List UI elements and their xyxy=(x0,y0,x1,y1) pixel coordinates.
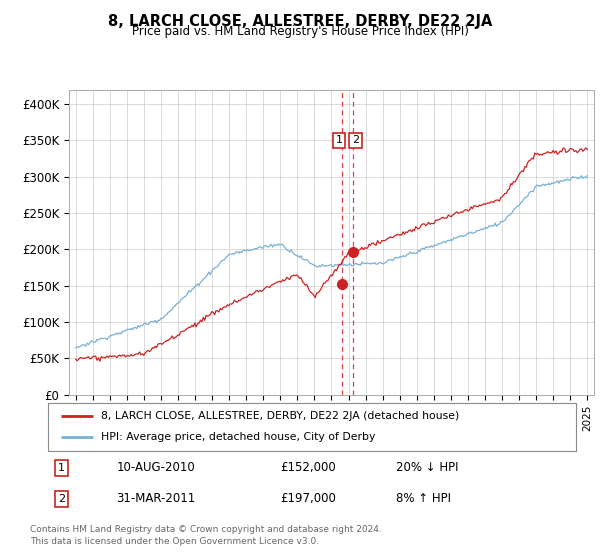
Text: 2: 2 xyxy=(352,136,359,146)
Text: 31-MAR-2011: 31-MAR-2011 xyxy=(116,492,196,505)
Text: 8% ↑ HPI: 8% ↑ HPI xyxy=(397,492,451,505)
Text: 8, LARCH CLOSE, ALLESTREE, DERBY, DE22 2JA (detached house): 8, LARCH CLOSE, ALLESTREE, DERBY, DE22 2… xyxy=(101,411,459,421)
Text: Price paid vs. HM Land Registry's House Price Index (HPI): Price paid vs. HM Land Registry's House … xyxy=(131,25,469,38)
Text: 10-AUG-2010: 10-AUG-2010 xyxy=(116,461,196,474)
Text: 8, LARCH CLOSE, ALLESTREE, DERBY, DE22 2JA: 8, LARCH CLOSE, ALLESTREE, DERBY, DE22 2… xyxy=(108,14,492,29)
Text: 1: 1 xyxy=(335,136,343,146)
Text: Contains HM Land Registry data © Crown copyright and database right 2024.
This d: Contains HM Land Registry data © Crown c… xyxy=(30,525,382,546)
Text: £197,000: £197,000 xyxy=(280,492,336,505)
Text: HPI: Average price, detached house, City of Derby: HPI: Average price, detached house, City… xyxy=(101,432,375,442)
Text: 2: 2 xyxy=(58,494,65,503)
Text: 1: 1 xyxy=(58,463,65,473)
Text: £152,000: £152,000 xyxy=(280,461,336,474)
Text: 20% ↓ HPI: 20% ↓ HPI xyxy=(397,461,459,474)
